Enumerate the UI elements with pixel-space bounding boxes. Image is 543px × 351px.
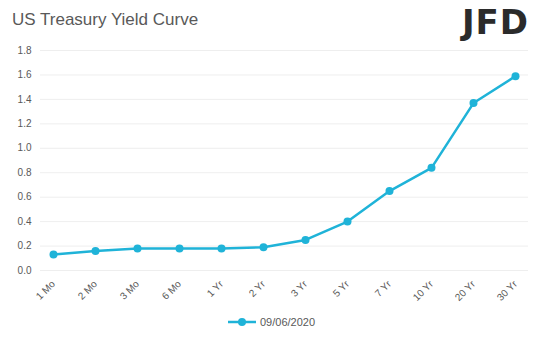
svg-text:5 Yr: 5 Yr <box>331 278 352 299</box>
svg-text:0.2: 0.2 <box>18 240 32 251</box>
svg-text:0.8: 0.8 <box>18 167 32 178</box>
svg-text:1 Mo: 1 Mo <box>34 278 58 302</box>
svg-text:30 Yr: 30 Yr <box>495 278 520 303</box>
svg-text:3 Yr: 3 Yr <box>289 278 310 299</box>
svg-text:0.4: 0.4 <box>18 216 32 227</box>
svg-text:3 Mo: 3 Mo <box>118 278 142 302</box>
svg-text:6 Mo: 6 Mo <box>160 278 184 302</box>
html-text:US Treasury Yield Curve: US Treasury Yield Curve <box>12 10 199 29</box>
svg-text:1.0: 1.0 <box>18 142 32 153</box>
svg-text:2 Yr: 2 Yr <box>247 278 268 299</box>
svg-text:1.6: 1.6 <box>18 69 32 80</box>
svg-text:1 Yr: 1 Yr <box>205 278 226 299</box>
svg-text:7 Yr: 7 Yr <box>373 278 394 299</box>
html-text:JFD: JFD <box>461 2 529 42</box>
html-text:09/06/2020: 09/06/2020 <box>260 316 315 328</box>
svg-text:10 Yr: 10 Yr <box>411 278 436 303</box>
svg-text:1.2: 1.2 <box>18 118 32 129</box>
svg-text:0.6: 0.6 <box>18 191 32 202</box>
svg-text:2 Mo: 2 Mo <box>76 278 100 302</box>
svg-text:1.4: 1.4 <box>18 94 32 105</box>
svg-text:1.8: 1.8 <box>18 45 32 56</box>
svg-text:0.0: 0.0 <box>18 265 32 276</box>
svg-text:20 Yr: 20 Yr <box>453 278 478 303</box>
